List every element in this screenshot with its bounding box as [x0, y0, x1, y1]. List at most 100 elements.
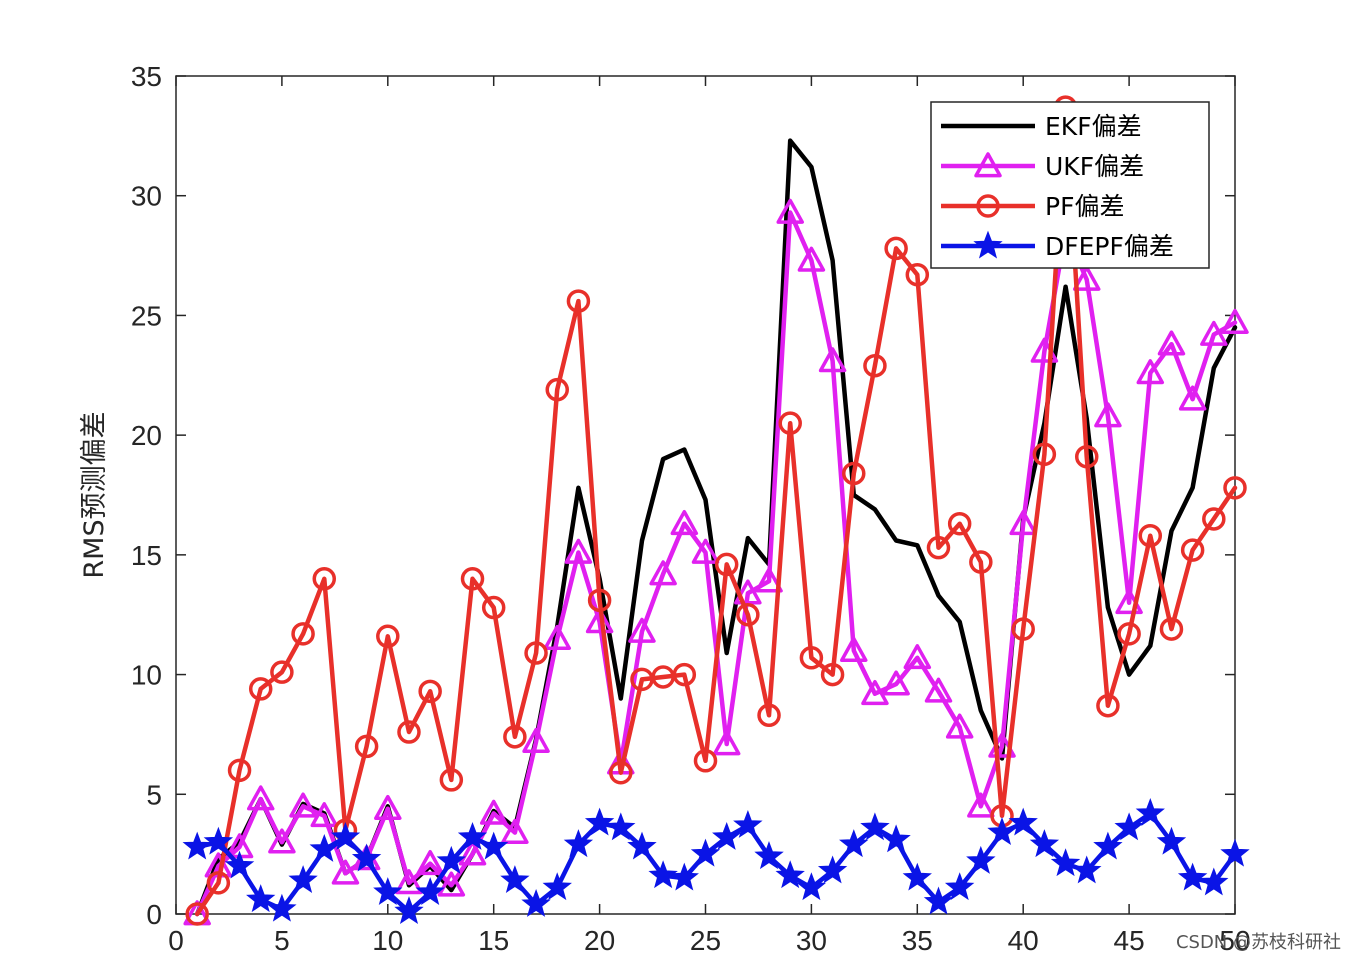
- data-point: [203, 826, 234, 855]
- data-point: [924, 677, 953, 703]
- data-point: [376, 624, 400, 649]
- data-point: [481, 595, 506, 620]
- data-point: [945, 713, 974, 739]
- x-tick-label: 45: [1114, 925, 1145, 956]
- data-point: [967, 792, 995, 818]
- data-point: [373, 877, 403, 905]
- data-point: [861, 679, 889, 706]
- data-point: [246, 785, 275, 811]
- data-point: [563, 829, 594, 858]
- series-star: [182, 797, 1250, 925]
- data-point: [1136, 359, 1165, 385]
- data-point: [1050, 848, 1081, 877]
- data-point: [1157, 330, 1186, 356]
- data-point: [1135, 797, 1165, 826]
- data-point: [966, 845, 996, 874]
- data-point: [796, 872, 827, 901]
- data-point: [863, 353, 887, 378]
- y-tick-label: 10: [131, 660, 162, 691]
- data-point: [1220, 838, 1250, 867]
- data-point: [397, 720, 421, 744]
- data-point: [690, 838, 721, 867]
- data-point: [522, 727, 550, 753]
- data-point: [524, 641, 548, 665]
- data-point: [268, 828, 296, 854]
- x-tick-label: 10: [372, 925, 403, 956]
- data-point: [860, 812, 890, 841]
- data-point: [840, 636, 868, 662]
- data-point: [734, 579, 762, 605]
- y-tick-labels: 0 5 10 15 20 25 30 35: [131, 61, 162, 930]
- data-point: [1072, 855, 1102, 884]
- data-point: [817, 855, 848, 884]
- y-axis-label: RMS预测偏差: [79, 411, 110, 578]
- data-point: [755, 567, 783, 593]
- legend-label: PF偏差: [1045, 192, 1124, 221]
- data-point: [902, 862, 932, 891]
- data-point: [903, 644, 932, 670]
- data-point: [1159, 617, 1184, 641]
- legend-item: DFEPF偏差: [941, 230, 1174, 261]
- data-point: [1138, 523, 1163, 548]
- data-point: [1029, 829, 1060, 858]
- data-point: [905, 262, 930, 287]
- data-point: [354, 734, 379, 759]
- data-point: [926, 535, 951, 560]
- data-point: [543, 624, 571, 651]
- data-point: [693, 749, 718, 773]
- data-point: [545, 377, 569, 402]
- x-tick-label: 25: [690, 925, 721, 956]
- data-point: [395, 869, 423, 895]
- data-point: [648, 860, 678, 889]
- data-point: [1199, 867, 1229, 896]
- data-point: [1074, 444, 1099, 469]
- data-point: [246, 884, 276, 913]
- legend: EKF偏差 UKF偏差 PF偏差 DFEPF偏差: [930, 101, 1210, 269]
- data-point: [754, 841, 784, 870]
- legend-label: DFEPF偏差: [1045, 232, 1174, 261]
- data-point: [330, 821, 361, 850]
- x-tick-label: 35: [902, 925, 933, 956]
- data-point: [289, 792, 317, 818]
- data-point: [1032, 442, 1057, 467]
- data-point: [458, 840, 487, 866]
- data-point: [500, 865, 530, 893]
- data-point: [1009, 509, 1037, 536]
- x-tick-label: 30: [796, 925, 827, 956]
- y-tick-label: 0: [146, 899, 162, 930]
- data-point: [585, 608, 614, 634]
- data-point: [1096, 693, 1120, 718]
- data-point: [670, 509, 699, 536]
- legend-label: UKF偏差: [1045, 152, 1144, 181]
- data-point: [288, 865, 318, 893]
- data-point: [1156, 826, 1187, 855]
- y-tick-label: 35: [131, 61, 162, 92]
- data-point: [248, 677, 273, 701]
- data-point: [185, 902, 209, 926]
- data-point: [842, 461, 866, 486]
- data-point: [351, 843, 382, 872]
- data-point: [1200, 320, 1228, 346]
- data-point: [672, 662, 697, 687]
- legend-marker: [973, 230, 1003, 259]
- data-point: [1223, 476, 1247, 500]
- data-point: [923, 886, 954, 915]
- data-point: [669, 862, 699, 891]
- data-point: [224, 850, 255, 879]
- legend-box: [930, 101, 1210, 269]
- data-point: [775, 860, 805, 889]
- legend-marker: [974, 152, 1002, 178]
- data-point: [374, 794, 402, 821]
- data-point: [691, 538, 720, 564]
- legend-label: EKF偏差: [1045, 112, 1142, 141]
- data-point: [309, 833, 339, 862]
- data-point: [947, 511, 972, 536]
- y-tick-label: 20: [131, 420, 162, 451]
- y-tick-label: 15: [131, 540, 162, 571]
- x-tick-label: 20: [584, 925, 615, 956]
- data-point: [882, 670, 910, 696]
- data-point: [312, 567, 337, 591]
- data-point: [416, 849, 444, 876]
- data-point: [736, 602, 760, 627]
